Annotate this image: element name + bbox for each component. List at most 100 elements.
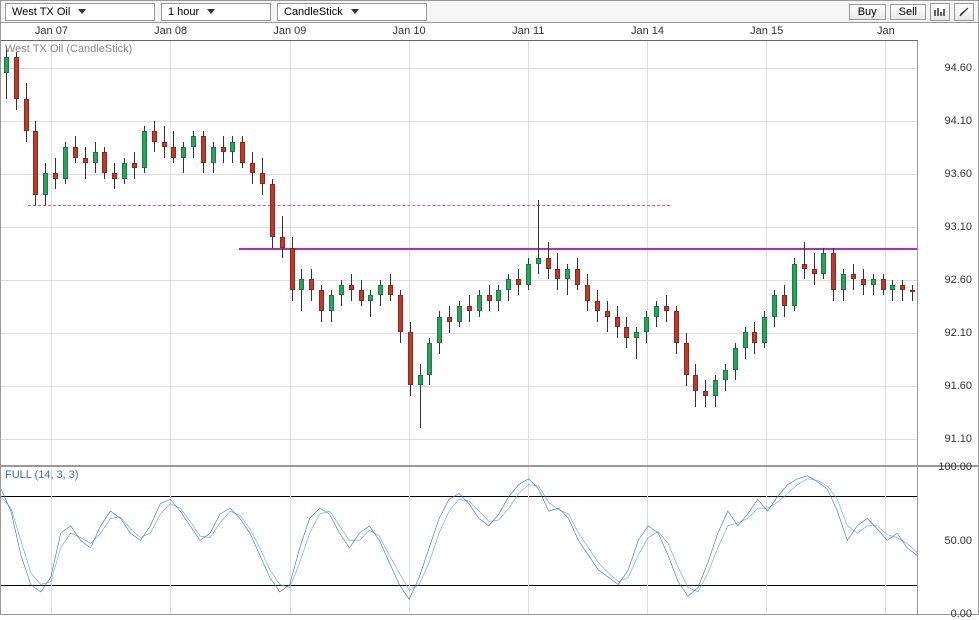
candle <box>684 333 689 386</box>
candle <box>644 311 649 343</box>
candle <box>181 142 186 174</box>
gridline <box>1 386 917 387</box>
gridline <box>1 333 917 334</box>
candle <box>526 258 531 290</box>
candle <box>516 269 521 296</box>
candle <box>634 327 639 359</box>
yaxis-label: 91.10 <box>944 433 972 445</box>
yaxis-label: 91.60 <box>944 380 972 392</box>
candle <box>250 152 255 184</box>
candle <box>162 126 167 158</box>
candle <box>812 253 817 285</box>
candle <box>221 136 226 163</box>
candle <box>240 136 245 168</box>
candle <box>762 311 767 348</box>
candle <box>290 237 295 301</box>
candle <box>260 158 265 195</box>
candle <box>654 301 659 328</box>
candle <box>309 269 314 301</box>
oscillator-plot[interactable]: FULL (14, 3, 3) <box>1 467 918 614</box>
chevron-down-icon <box>351 9 359 14</box>
candle <box>102 147 107 179</box>
candle <box>546 242 551 279</box>
candle <box>33 121 38 206</box>
candle <box>230 136 235 163</box>
candle <box>368 290 373 317</box>
candle <box>881 274 886 295</box>
xaxis-tick: Jan 11 <box>512 25 544 37</box>
candle <box>447 306 452 333</box>
candle <box>496 285 501 312</box>
candle <box>782 285 787 317</box>
candle <box>723 364 728 391</box>
candle <box>142 126 147 174</box>
candle <box>329 290 334 322</box>
candle <box>43 163 48 205</box>
xaxis-tick: Jan 10 <box>393 25 426 37</box>
yaxis-label: 92.10 <box>944 327 972 339</box>
candle <box>53 158 58 190</box>
instrument-dropdown[interactable]: West TX Oil <box>5 3 155 21</box>
timeframe-label: 1 hour <box>168 6 199 18</box>
gridline <box>1 174 917 175</box>
charttype-dropdown[interactable]: CandleStick <box>277 3 427 21</box>
candle <box>427 338 432 386</box>
candle <box>703 380 708 407</box>
candle <box>821 248 826 280</box>
candle <box>506 274 511 301</box>
candle <box>861 269 866 296</box>
candle <box>388 274 393 301</box>
candle <box>24 83 29 141</box>
candle <box>171 131 176 163</box>
candle <box>605 301 610 333</box>
candle <box>477 290 482 317</box>
candle <box>624 317 629 349</box>
candle <box>841 269 846 301</box>
xaxis-tick: Jan 08 <box>154 25 187 37</box>
xaxis-tick: Jan 09 <box>273 25 306 37</box>
candle <box>693 364 698 406</box>
oscillator-panel: FULL (14, 3, 3) 0.0050.00100.00 <box>1 465 978 614</box>
gridline <box>528 41 529 465</box>
gridline <box>1 280 917 281</box>
candle <box>201 131 206 173</box>
candle <box>93 142 98 174</box>
xaxis-tick: Jan <box>877 25 895 37</box>
bars-icon <box>934 6 946 18</box>
candle <box>752 322 757 354</box>
candle <box>615 306 620 338</box>
sell-button[interactable]: Sell <box>890 4 926 20</box>
candle <box>63 142 68 184</box>
oscillator-label: FULL (14, 3, 3) <box>5 469 79 481</box>
price-plot[interactable]: West TX Oil (CandleStick) <box>1 41 918 465</box>
candle <box>890 280 895 301</box>
candle <box>152 121 157 153</box>
instrument-label: West TX Oil <box>12 6 70 18</box>
timeframe-dropdown[interactable]: 1 hour <box>161 3 271 21</box>
candle <box>713 375 718 407</box>
draw-icon[interactable] <box>954 3 974 21</box>
candle <box>14 52 19 110</box>
indicator-icon[interactable] <box>930 3 950 21</box>
candle <box>398 290 403 343</box>
stochastic-lines <box>1 467 917 614</box>
gridline <box>1 68 917 69</box>
candle <box>280 216 285 258</box>
candle <box>418 364 423 428</box>
candle <box>83 147 88 179</box>
chevron-down-icon <box>78 9 86 14</box>
gridline <box>885 41 886 465</box>
candle <box>851 264 856 291</box>
buy-button[interactable]: Buy <box>849 4 886 20</box>
candle <box>319 285 324 322</box>
candle <box>359 280 364 307</box>
candle <box>664 295 669 322</box>
toolbar: West TX Oil 1 hour CandleStick Buy Sell <box>1 1 978 23</box>
candle <box>575 258 580 290</box>
candle <box>743 327 748 359</box>
x-axis: Jan 07Jan 08Jan 09Jan 10Jan 11Jan 14Jan … <box>1 23 918 41</box>
candle <box>112 163 117 190</box>
gridline <box>1 439 917 440</box>
candle <box>122 158 127 185</box>
candle <box>378 280 383 307</box>
